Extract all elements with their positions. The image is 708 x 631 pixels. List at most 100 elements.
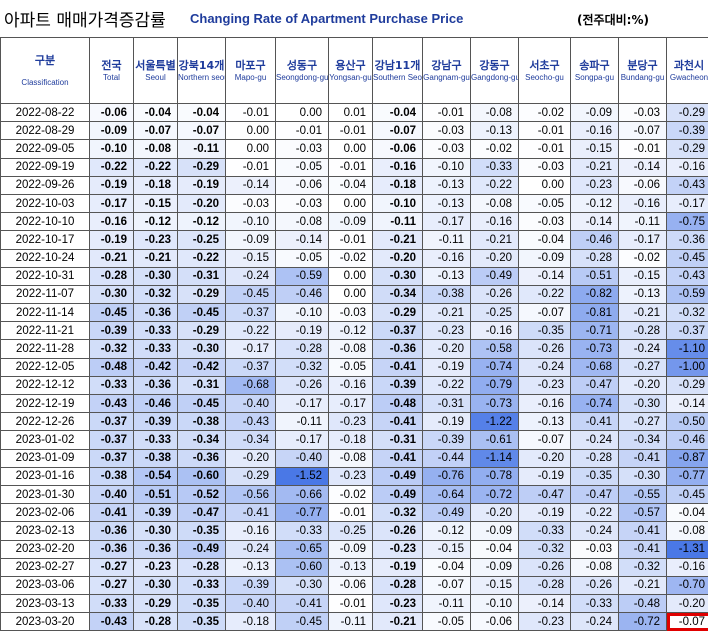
date-cell: 2023-01-02 (0, 430, 90, 450)
value-cell: -0.19 (372, 557, 423, 577)
value-cell: -0.47 (518, 484, 571, 505)
value-cell: -0.07 (422, 575, 471, 596)
value-cell: -0.03 (618, 102, 667, 123)
value-cell: -0.28 (275, 339, 329, 359)
date-cell: 2022-09-26 (0, 175, 90, 195)
value-cell: -0.41 (570, 412, 619, 432)
value-cell: -0.26 (518, 339, 571, 359)
value-cell: -0.41 (372, 357, 423, 377)
date-cell: 2022-11-07 (0, 284, 90, 305)
value-cell: -0.26 (518, 557, 571, 577)
column-header-9: 강동구 Gangdong-gu (470, 37, 519, 104)
value-cell: -0.46 (666, 430, 708, 450)
value-cell: -0.72 (618, 612, 667, 631)
value-cell: -0.23 (518, 375, 571, 396)
value-cell: -0.12 (133, 212, 178, 232)
value-cell: -0.15 (422, 539, 471, 559)
table-row: 2023-03-20 -0.43 -0.28 -0.35 -0.18 -0.45 -0.11… (0, 612, 708, 631)
column-header-en: Mapo-gu (234, 72, 267, 82)
value-cell: -0.77 (666, 466, 708, 486)
table-row: 2022-11-14 -0.45 -0.36 -0.45 -0.37 -0.10 -0.03… (0, 303, 708, 323)
value-cell: -0.41 (618, 448, 667, 468)
value-cell: -0.77 (275, 503, 329, 523)
table-body: 2022-08-22 -0.06 -0.04 -0.04 -0.01 0.00 0.01 -0… (0, 102, 708, 631)
value-cell: -0.22 (518, 284, 571, 305)
table-row: 2022-11-28 -0.32 -0.33 -0.30 -0.17 -0.28 -0.08… (0, 339, 708, 359)
value-cell: -0.07 (372, 121, 423, 141)
value-cell: -0.11 (177, 139, 226, 159)
column-header-12: 분당구 Bundang-gu (618, 37, 667, 104)
value-cell: -0.33 (570, 594, 619, 614)
value-cell: -0.47 (177, 503, 226, 523)
value-cell: -0.04 (470, 539, 519, 559)
value-cell: -0.32 (666, 303, 708, 323)
value-cell: -0.19 (422, 412, 471, 432)
table-row: 2022-10-31 -0.28 -0.30 -0.31 -0.24 -0.59 0.00-… (0, 266, 708, 286)
value-cell: -0.01 (618, 139, 667, 159)
value-cell: -0.29 (666, 375, 708, 396)
column-header-kr: 성동구 (286, 58, 318, 72)
value-cell: -0.87 (666, 448, 708, 468)
table-row: 2022-12-05 -0.48 -0.42 -0.42 -0.37 -0.32 -0.05… (0, 357, 708, 377)
date-cell: 2022-10-31 (0, 266, 90, 286)
value-cell: -0.16 (328, 375, 373, 396)
value-cell: -0.16 (470, 321, 519, 341)
value-cell: -0.33 (133, 430, 178, 450)
column-header-en: Gangnam-gu (423, 72, 470, 82)
value-cell: -0.15 (133, 193, 178, 214)
title-korean: 아파트 매매가격증감률 (4, 11, 166, 31)
value-cell: -0.28 (133, 612, 178, 631)
value-cell: -0.51 (133, 484, 178, 505)
value-cell: -0.70 (666, 575, 708, 596)
value-cell: -0.27 (89, 575, 134, 596)
value-cell: -0.36 (133, 375, 178, 396)
value-cell: -0.21 (570, 157, 619, 177)
value-cell: -0.09 (89, 121, 134, 141)
value-cell: -0.09 (470, 557, 519, 577)
column-header-en: Seocho-gu (525, 72, 564, 82)
value-cell: -0.40 (225, 594, 276, 614)
value-cell: -0.03 (225, 193, 276, 214)
value-cell: -0.49 (372, 466, 423, 486)
table-row: 2023-02-27 -0.27 -0.23 -0.28 -0.13 -0.60 -0.13… (0, 557, 708, 577)
value-cell: -0.49 (372, 484, 423, 505)
value-cell: -0.04 (518, 230, 571, 250)
value-cell: -0.25 (470, 303, 519, 323)
value-cell: -0.02 (518, 102, 571, 123)
value-cell: -0.10 (275, 303, 329, 323)
value-cell: -0.38 (422, 284, 471, 305)
value-cell: -0.45 (225, 284, 276, 305)
value-cell: -0.34 (177, 430, 226, 450)
value-cell: -0.19 (518, 466, 571, 486)
value-cell: -0.82 (570, 284, 619, 305)
date-cell: 2023-03-13 (0, 594, 90, 614)
value-cell: -0.29 (133, 594, 178, 614)
date-cell: 2022-09-05 (0, 139, 90, 159)
value-cell: -0.03 (422, 121, 471, 141)
value-cell: -0.43 (89, 393, 134, 414)
value-cell: -1.14 (470, 448, 519, 468)
value-cell: -0.41 (89, 503, 134, 523)
value-cell: -0.35 (570, 466, 619, 486)
value-cell: -0.46 (133, 393, 178, 414)
value-cell: -0.03 (275, 193, 329, 214)
date-cell: 2023-01-09 (0, 448, 90, 468)
value-cell: -0.68 (225, 375, 276, 396)
value-cell: -0.25 (328, 521, 373, 541)
column-header-en: Gwacheon (669, 72, 708, 82)
date-cell: 2022-12-26 (0, 412, 90, 432)
table-row: 2022-09-19 -0.22 -0.22 -0.29 -0.01 -0.05 -0.01… (0, 157, 708, 177)
value-cell: -0.12 (177, 212, 226, 232)
value-cell: -0.22 (422, 375, 471, 396)
value-cell: -0.01 (518, 121, 571, 141)
value-cell: -0.76 (422, 466, 471, 486)
value-cell: -0.22 (470, 175, 519, 195)
table-row: 2022-12-12 -0.33 -0.36 -0.31 -0.68 -0.26 -0.16… (0, 375, 708, 396)
date-cell: 2022-08-29 (0, 121, 90, 141)
value-cell: -0.16 (225, 521, 276, 541)
value-cell: -0.19 (518, 503, 571, 523)
value-cell: -0.24 (225, 539, 276, 559)
value-cell: -0.20 (177, 193, 226, 214)
value-cell: -0.15 (618, 266, 667, 286)
column-header-en: Gangdong-gu (471, 72, 519, 82)
